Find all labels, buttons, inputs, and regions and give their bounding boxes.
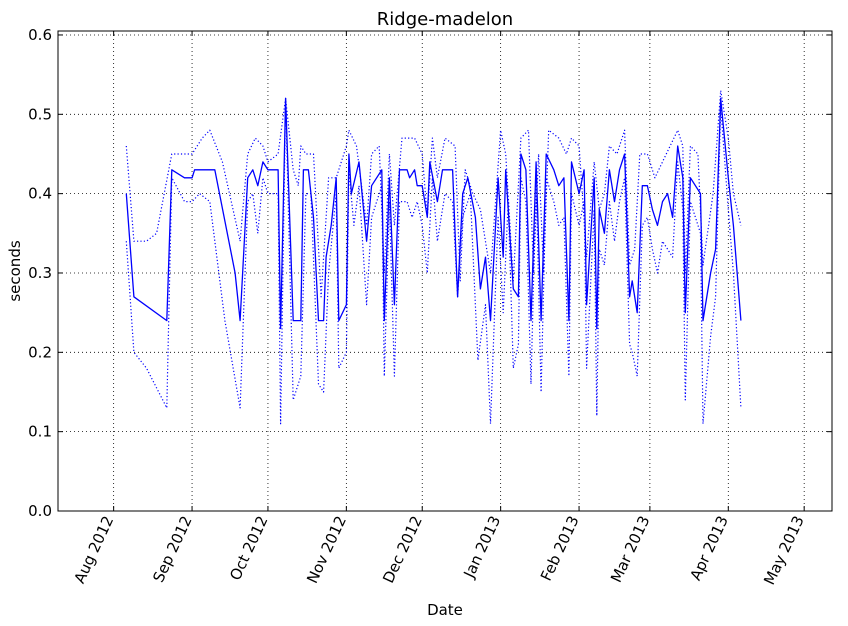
series-line-1-solid [125, 97, 742, 330]
y-tick-label: 0.2 [28, 343, 52, 361]
grid [58, 31, 832, 511]
y-tick-label: 0.6 [28, 26, 52, 44]
series-group [125, 89, 742, 425]
y-tick-label: 0.4 [28, 185, 52, 203]
y-tick-label: 0.0 [28, 502, 52, 520]
y-axis-label: seconds [6, 240, 24, 301]
y-tick-label: 0.5 [28, 105, 52, 123]
chart-title: Ridge-madelon [377, 9, 513, 30]
plot-frame [57, 30, 833, 512]
y-tick-label: 0.3 [28, 264, 52, 282]
series-line-2-dotted [125, 89, 742, 298]
series-line-3-dotted [125, 97, 742, 425]
y-tick-label: 0.1 [28, 423, 52, 441]
x-axis-label: Date [427, 601, 463, 619]
